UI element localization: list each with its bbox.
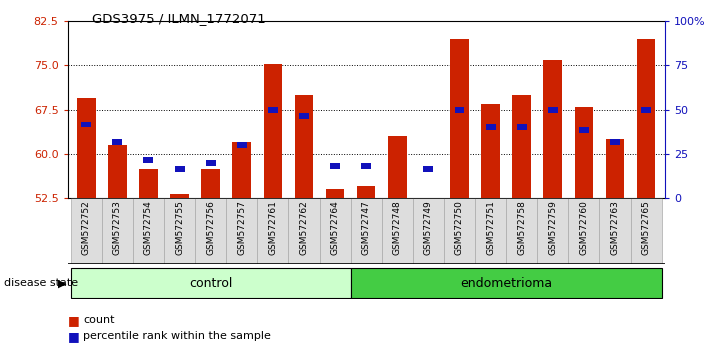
Bar bbox=[102, 198, 133, 264]
Text: GSM572758: GSM572758 bbox=[517, 200, 526, 255]
Bar bbox=[454, 107, 464, 113]
Text: GSM572748: GSM572748 bbox=[392, 200, 402, 255]
Bar bbox=[326, 189, 344, 198]
Bar bbox=[70, 268, 351, 298]
Bar bbox=[450, 39, 469, 198]
Bar bbox=[205, 160, 215, 166]
Bar bbox=[319, 198, 351, 264]
Bar bbox=[568, 198, 599, 264]
Bar bbox=[70, 198, 102, 264]
Bar bbox=[548, 107, 558, 113]
Bar bbox=[351, 198, 382, 264]
Bar bbox=[361, 163, 371, 169]
Text: endometrioma: endometrioma bbox=[460, 277, 552, 290]
Bar bbox=[413, 198, 444, 264]
Text: GSM572747: GSM572747 bbox=[362, 200, 370, 255]
Bar bbox=[357, 187, 375, 198]
Bar bbox=[637, 39, 656, 198]
Text: GSM572754: GSM572754 bbox=[144, 200, 153, 255]
Bar bbox=[543, 59, 562, 198]
Bar bbox=[574, 107, 593, 198]
Bar bbox=[237, 142, 247, 148]
Text: ▶: ▶ bbox=[58, 278, 67, 288]
Text: GSM572764: GSM572764 bbox=[331, 200, 340, 255]
Text: GSM572750: GSM572750 bbox=[455, 200, 464, 255]
Bar bbox=[631, 198, 662, 264]
Bar bbox=[144, 157, 154, 163]
Bar bbox=[486, 125, 496, 130]
Bar bbox=[299, 113, 309, 119]
Bar bbox=[388, 136, 407, 198]
Bar bbox=[475, 198, 506, 264]
Text: disease state: disease state bbox=[4, 278, 77, 288]
Bar bbox=[599, 198, 631, 264]
Text: GSM572761: GSM572761 bbox=[268, 200, 277, 255]
Bar bbox=[264, 64, 282, 198]
Bar bbox=[444, 198, 475, 264]
Bar bbox=[175, 166, 185, 172]
Bar bbox=[610, 139, 620, 145]
Text: ■: ■ bbox=[68, 314, 80, 327]
Bar bbox=[257, 198, 289, 264]
Bar bbox=[517, 125, 527, 130]
Bar bbox=[226, 198, 257, 264]
Bar bbox=[606, 139, 624, 198]
Text: GSM572756: GSM572756 bbox=[206, 200, 215, 255]
Text: GSM572765: GSM572765 bbox=[641, 200, 651, 255]
Bar bbox=[112, 139, 122, 145]
Bar bbox=[351, 268, 662, 298]
Bar bbox=[579, 127, 589, 133]
Bar bbox=[139, 169, 158, 198]
Text: GSM572749: GSM572749 bbox=[424, 200, 433, 255]
Text: GSM572763: GSM572763 bbox=[611, 200, 619, 255]
Bar bbox=[294, 95, 314, 198]
Bar bbox=[195, 198, 226, 264]
Text: count: count bbox=[83, 315, 114, 325]
Bar bbox=[289, 198, 319, 264]
Text: GSM572752: GSM572752 bbox=[82, 200, 91, 255]
Bar bbox=[108, 145, 127, 198]
Bar bbox=[81, 121, 91, 127]
Text: GSM572760: GSM572760 bbox=[579, 200, 589, 255]
Bar bbox=[538, 198, 568, 264]
Text: GDS3975 / ILMN_1772071: GDS3975 / ILMN_1772071 bbox=[92, 12, 266, 25]
Text: GSM572757: GSM572757 bbox=[237, 200, 246, 255]
Bar bbox=[164, 198, 195, 264]
Text: GSM572759: GSM572759 bbox=[548, 200, 557, 255]
Text: GSM572762: GSM572762 bbox=[299, 200, 309, 255]
Bar bbox=[424, 166, 434, 172]
Bar bbox=[382, 198, 413, 264]
Text: ■: ■ bbox=[68, 330, 80, 343]
Bar bbox=[133, 198, 164, 264]
Bar bbox=[232, 142, 251, 198]
Bar bbox=[77, 98, 95, 198]
Bar bbox=[201, 169, 220, 198]
Text: control: control bbox=[189, 277, 232, 290]
Text: GSM572753: GSM572753 bbox=[113, 200, 122, 255]
Bar bbox=[481, 104, 500, 198]
Bar bbox=[513, 95, 531, 198]
Text: percentile rank within the sample: percentile rank within the sample bbox=[83, 331, 271, 341]
Bar bbox=[506, 198, 538, 264]
Text: GSM572751: GSM572751 bbox=[486, 200, 495, 255]
Bar bbox=[641, 107, 651, 113]
Text: GSM572755: GSM572755 bbox=[175, 200, 184, 255]
Bar bbox=[268, 107, 278, 113]
Bar bbox=[170, 194, 189, 198]
Bar bbox=[330, 163, 340, 169]
